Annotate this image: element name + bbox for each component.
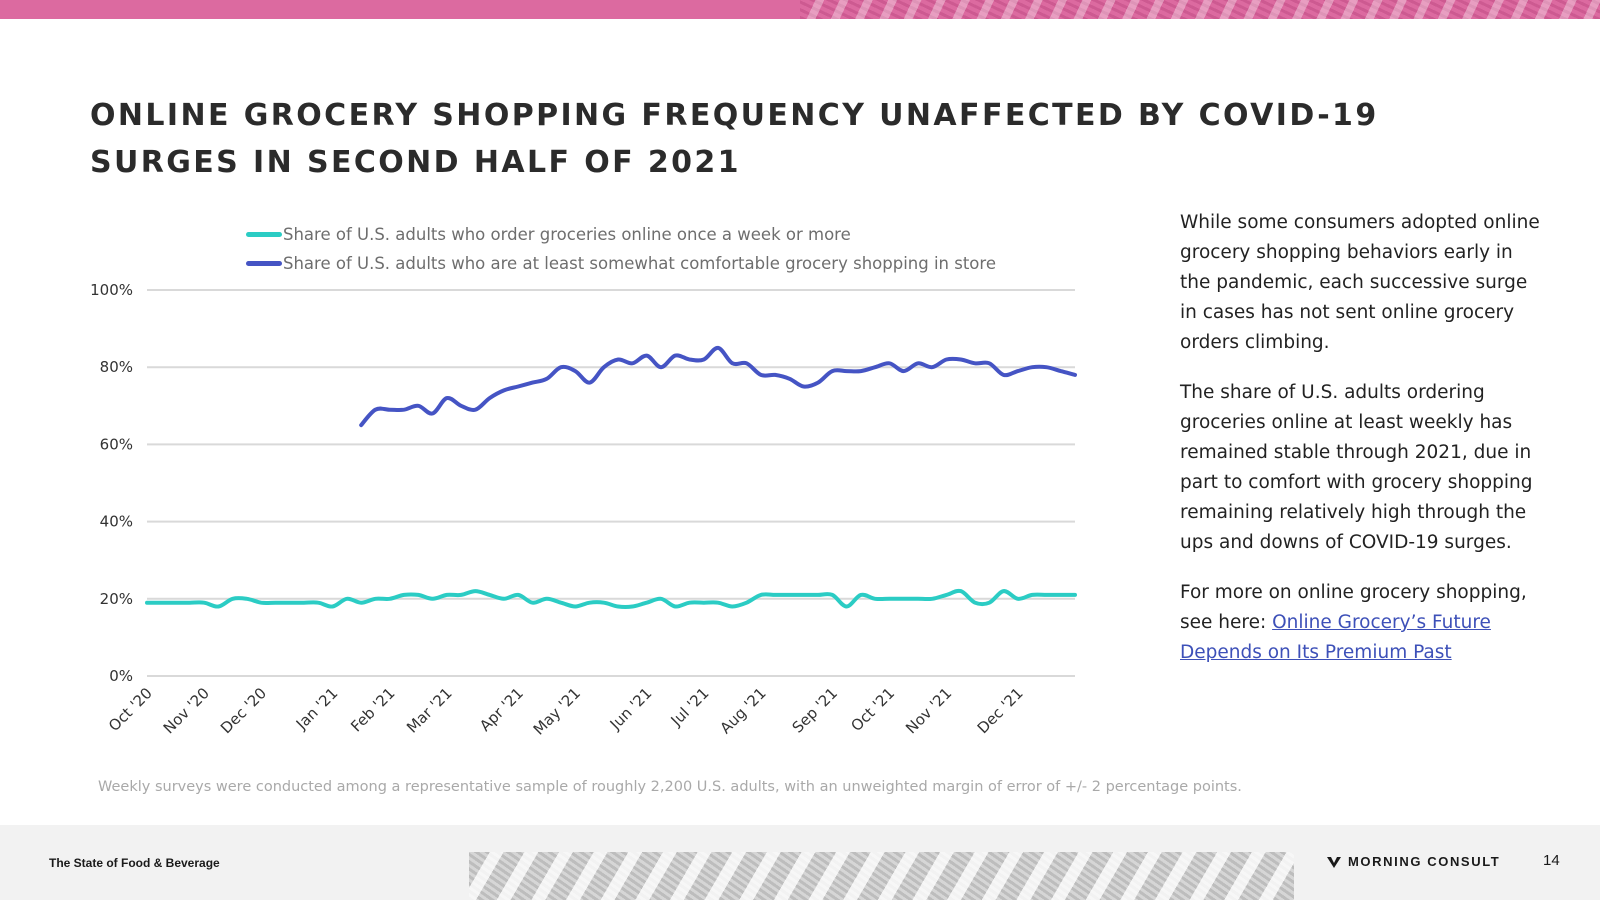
y-tick-label: 0% (109, 667, 133, 685)
x-tick-label: Nov '21 (902, 684, 955, 737)
x-tick-label: Feb '21 (347, 684, 398, 735)
report-name: The State of Food & Beverage (49, 856, 220, 870)
brand-name: MORNING CONSULT (1348, 854, 1501, 869)
y-tick-label: 20% (100, 590, 133, 608)
y-tick-label: 80% (100, 358, 133, 376)
top-accent-band (0, 0, 1600, 19)
report-link[interactable]: Online Grocery’s Future Depends on Its P… (1180, 612, 1491, 663)
brand-logo: MORNING CONSULT (1326, 854, 1500, 869)
x-tick-label: Oct '20 (105, 684, 156, 735)
commentary-paragraph-2: The share of U.S. adults ordering grocer… (1180, 382, 1533, 553)
slide-title: ONLINE GROCERY SHOPPING FREQUENCY UNAFFE… (90, 98, 1379, 180)
x-tick-label: Nov '20 (160, 684, 213, 737)
top-band-texture (800, 0, 1600, 19)
commentary-paragraph-1: While some consumers adopted online groc… (1180, 212, 1540, 353)
x-tick-label: Oct '21 (847, 684, 898, 735)
chart-legend: Share of U.S. adults who order groceries… (246, 220, 996, 278)
chart-canvas: 0% 20% 40% 60% 80% 100% Oct '20 Nov '20 Dec '20… (90, 281, 1077, 739)
x-tick-label: Jan '21 (292, 684, 342, 734)
legend-label: Share of U.S. adults who order groceries… (283, 225, 851, 244)
legend-item-online-weekly: Share of U.S. adults who order groceries… (246, 220, 996, 249)
footer-bar: The State of Food & Beverage MORNING CON… (0, 825, 1600, 900)
y-tick-label: 60% (100, 435, 133, 453)
x-tick-label: Jul '21 (667, 684, 713, 730)
legend-swatch-blue (246, 261, 282, 266)
series-line-online-weekly (145, 588, 1077, 610)
y-tick-label: 40% (100, 513, 133, 531)
legend-label: Share of U.S. adults who are at least so… (283, 254, 996, 273)
x-tick-label: Dec '21 (974, 684, 1027, 737)
x-tick-label: Mar '21 (403, 684, 456, 737)
x-tick-label: Jun '21 (606, 684, 656, 734)
footer-texture (469, 852, 1294, 900)
morning-consult-mark-icon (1327, 856, 1341, 868)
y-axis-labels: 0% 20% 40% 60% 80% 100% (90, 281, 133, 685)
legend-swatch-teal (246, 232, 282, 237)
series-line-in-store-comfort (359, 345, 1077, 428)
commentary-prefix: For more on online grocery shopping, see… (1180, 582, 1527, 633)
legend-item-in-store-comfort: Share of U.S. adults who are at least so… (246, 249, 996, 278)
x-tick-label: Apr '21 (476, 684, 527, 735)
commentary-paragraph-3: For more on online grocery shopping, see… (1180, 578, 1540, 668)
commentary-panel: While some consumers adopted online groc… (1180, 208, 1540, 688)
y-tick-label: 100% (90, 281, 133, 299)
grid-lines (147, 289, 1075, 677)
x-axis-labels: Oct '20 Nov '20 Dec '20 Jan '21 Feb '21 Mar '… (105, 684, 1027, 738)
methodology-footnote: Weekly surveys were conducted among a re… (98, 779, 1242, 795)
x-tick-label: Aug '21 (717, 684, 770, 737)
series-lines (145, 345, 1077, 610)
x-tick-label: Dec '20 (217, 684, 270, 737)
page-number: 14 (1543, 852, 1560, 869)
x-tick-label: May '21 (530, 684, 584, 738)
line-chart: 0% 20% 40% 60% 80% 100% Oct '20 Nov '20 Dec '20… (0, 200, 1110, 760)
x-tick-label: Sep '21 (789, 684, 842, 737)
